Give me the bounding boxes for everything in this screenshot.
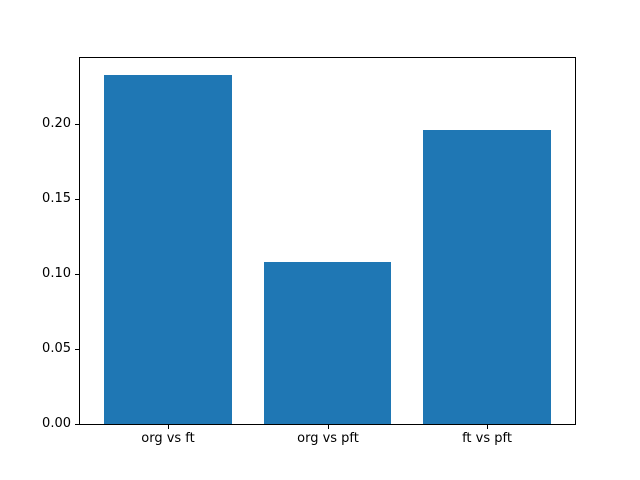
x-tick-mark [168,425,169,429]
bar-org-vs-ft [103,75,232,424]
y-tick-label: 0.15 [42,191,71,206]
y-tick-label: 0.00 [42,416,71,431]
x-tick-mark [487,425,488,429]
y-tick-mark [75,349,79,350]
y-tick-mark [75,274,79,275]
x-tick-label: org vs pft [297,431,359,446]
x-tick-mark [328,425,329,429]
y-tick-mark [75,424,79,425]
x-tick-label: ft vs pft [462,431,512,446]
y-tick-label: 0.20 [42,116,71,131]
bar-org-vs-pft [263,261,392,424]
y-tick-mark [75,124,79,125]
plot-area [79,57,576,425]
bar-ft-vs-pft [423,129,552,424]
x-tick-label: org vs ft [141,431,195,446]
y-tick-mark [75,199,79,200]
y-tick-label: 0.05 [42,341,71,356]
y-tick-label: 0.10 [42,266,71,281]
